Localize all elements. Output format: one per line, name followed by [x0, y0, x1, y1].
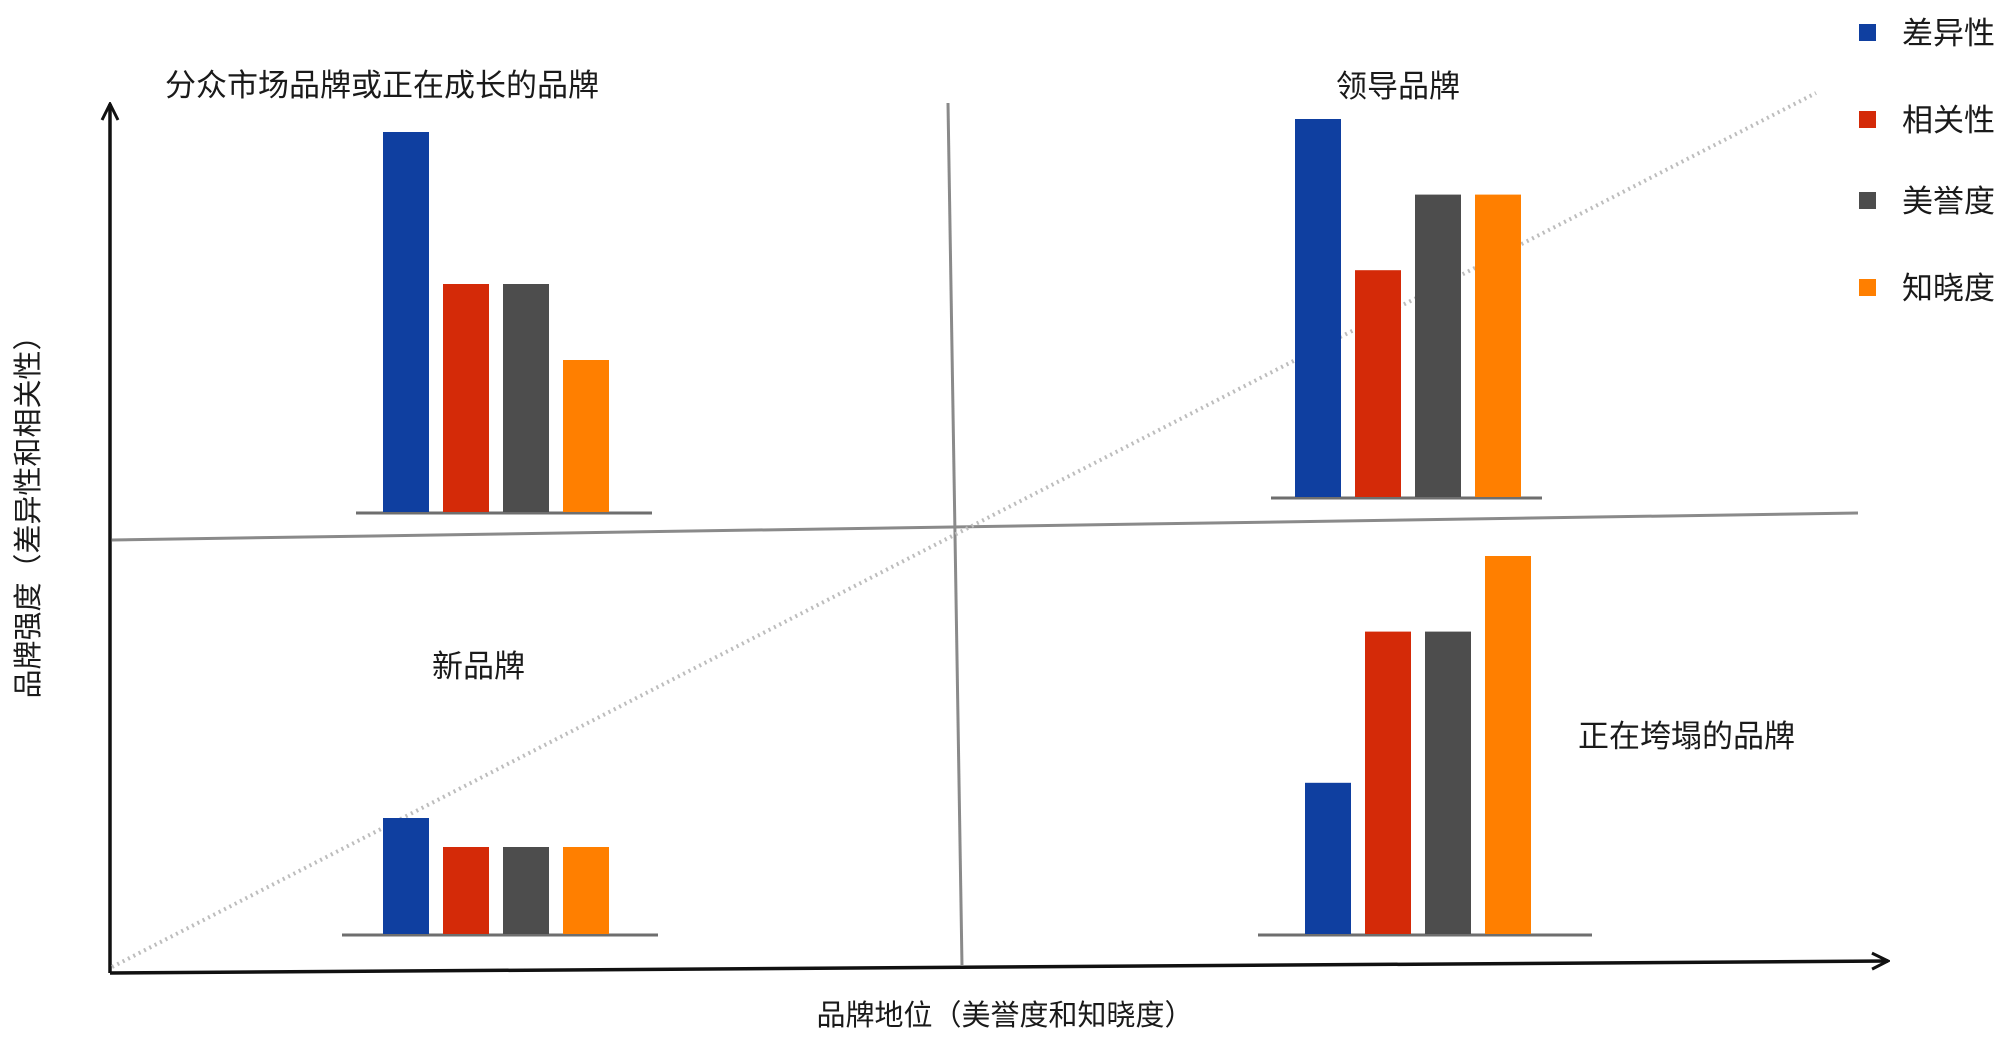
- bar-top-left-relevance: [443, 284, 489, 512]
- bar-bottom-right-differentiation: [1305, 782, 1351, 934]
- bar-top-left-awareness: [563, 360, 609, 512]
- quadrant-label-bottom-left: 新品牌: [432, 649, 525, 685]
- bar-bottom-right-relevance: [1365, 631, 1411, 934]
- legend-swatch-esteem: [1859, 192, 1876, 209]
- legend: 差异性 相关性 美誉度 知晓度: [1859, 16, 1995, 307]
- bar-top-right-relevance: [1355, 270, 1401, 497]
- x-axis-title: 品牌地位（美誉度和知晓度）: [816, 998, 1193, 1032]
- bar-top-right-esteem: [1415, 194, 1461, 497]
- legend-label-awareness: 知晓度: [1902, 271, 1995, 307]
- bar-bottom-left-awareness: [563, 847, 609, 934]
- bar-bottom-right-awareness: [1485, 556, 1531, 934]
- bar-top-left-differentiation: [383, 132, 429, 512]
- bar-bottom-left-relevance: [443, 847, 489, 934]
- y-axis-title: 品牌强度（差异性和相关性）: [11, 321, 45, 698]
- horizontal-divider: [111, 511, 1859, 542]
- quadrant-label-top-left: 分众市场品牌或正在成长的品牌: [165, 68, 599, 104]
- bar-bottom-left-esteem: [503, 847, 549, 934]
- legend-swatch-relevance: [1859, 111, 1876, 128]
- bar-top-right-awareness: [1475, 194, 1521, 497]
- bar-top-left-esteem: [503, 284, 549, 512]
- legend-swatch-awareness: [1859, 279, 1876, 296]
- bar-bottom-right-esteem: [1425, 631, 1471, 934]
- x-axis: [109, 961, 1888, 975]
- bar-bottom-left-differentiation: [383, 818, 429, 934]
- bar-top-right-differentiation: [1295, 119, 1341, 497]
- legend-label-relevance: 相关性: [1902, 103, 1995, 139]
- legend-label-differentiation: 差异性: [1902, 16, 1995, 52]
- legend-label-esteem: 美誉度: [1902, 184, 1995, 220]
- vertical-divider: [946, 102, 964, 967]
- diagonal-dotted-line: [111, 91, 1817, 969]
- quadrant-label-top-right: 领导品牌: [1336, 69, 1460, 105]
- quadrant-label-bottom-right: 正在垮塌的品牌: [1578, 719, 1795, 755]
- legend-swatch-differentiation: [1859, 24, 1876, 41]
